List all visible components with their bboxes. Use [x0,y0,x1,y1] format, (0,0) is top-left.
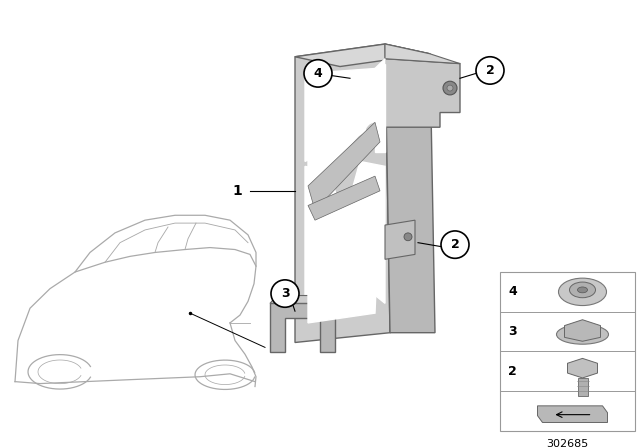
Polygon shape [308,69,375,191]
Text: 4: 4 [314,67,323,80]
Polygon shape [345,161,385,303]
Polygon shape [538,406,607,422]
Text: 1: 1 [232,184,242,198]
Polygon shape [385,44,460,64]
Text: 302685: 302685 [547,439,589,448]
Polygon shape [385,44,435,333]
Polygon shape [385,59,460,127]
Polygon shape [360,59,385,127]
Polygon shape [308,196,380,323]
Circle shape [404,233,412,241]
Polygon shape [270,303,335,352]
Polygon shape [305,73,375,161]
Ellipse shape [570,282,595,298]
Circle shape [271,280,299,307]
Polygon shape [308,122,380,211]
Text: 2: 2 [486,64,494,77]
Ellipse shape [577,287,588,293]
Polygon shape [375,64,385,152]
Polygon shape [385,220,415,259]
Text: 3: 3 [508,325,516,338]
Circle shape [476,57,504,84]
Bar [577,378,588,396]
Text: 2: 2 [508,365,516,378]
Circle shape [441,231,469,258]
Polygon shape [568,358,598,378]
Text: 3: 3 [281,287,289,300]
Circle shape [304,60,332,87]
Polygon shape [564,320,600,341]
Text: 2: 2 [451,238,460,251]
Polygon shape [295,44,390,342]
Ellipse shape [559,278,607,306]
Polygon shape [295,44,430,67]
Bar [500,272,635,431]
Circle shape [447,85,453,91]
Polygon shape [305,166,340,303]
Circle shape [443,81,457,95]
Polygon shape [270,296,342,303]
Ellipse shape [557,325,609,344]
Text: 4: 4 [508,285,516,298]
Polygon shape [308,176,380,220]
